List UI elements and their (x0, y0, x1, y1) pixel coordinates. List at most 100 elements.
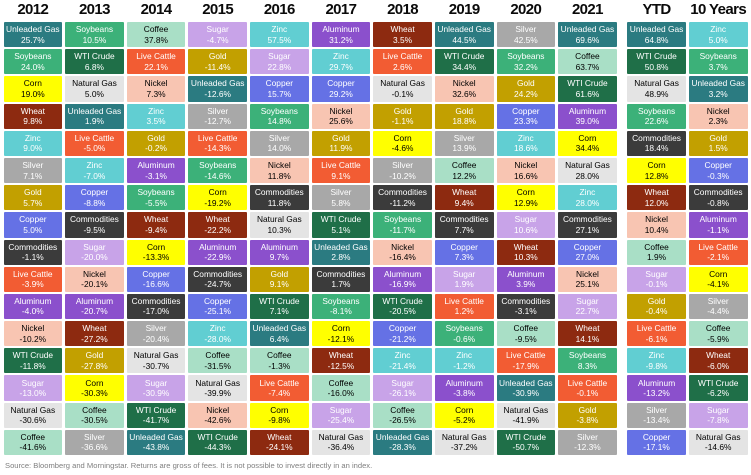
return-cell: Soybeans 14.8% (250, 103, 309, 129)
commodity-name: Live Cattle (136, 51, 176, 62)
commodity-name: Corn (85, 377, 104, 388)
return-cell: Zinc 5.0% (688, 22, 748, 48)
return-value: 7.3% (454, 252, 474, 263)
commodity-name: WTI Crude (320, 214, 362, 225)
return-value: -20.5% (389, 306, 416, 317)
column-header: 2018 (387, 1, 419, 18)
return-value: 25.1% (575, 279, 600, 290)
return-value: 7.7% (454, 224, 474, 235)
return-cell: Aluminum -22.9% (188, 239, 247, 265)
return-cell: Gold -1.1% (373, 103, 432, 129)
return-cell: Sugar -25.4% (311, 402, 371, 428)
return-cell: Silver -12.7% (188, 103, 247, 129)
year-column: 2013 Soybeans 10.5% WTI Crude 6.8% Natural Ga… (65, 0, 124, 456)
commodity-name: Silver (392, 160, 414, 171)
commodity-name: Sugar (391, 377, 414, 388)
return-cell: Nickel -20.1% (65, 266, 124, 292)
return-value: 18.6% (513, 143, 538, 154)
commodity-name: Coffee (267, 350, 292, 361)
return-cell: Commodities -1.1% (3, 239, 63, 265)
return-cell: Live Cattle 22.1% (126, 49, 186, 75)
commodity-name: Silver (576, 431, 598, 442)
return-value: 13.9% (452, 143, 477, 154)
return-cell: Zinc -7.0% (65, 157, 124, 184)
return-value: 48.9% (644, 88, 669, 99)
return-value: -43.8% (142, 442, 170, 453)
return-cell: Soybeans 10.5% (65, 22, 124, 48)
return-value: 7.1% (23, 170, 43, 181)
commodity-name: Silver (330, 187, 352, 198)
return-cell: Gold 9.1% (250, 266, 309, 292)
return-value: -42.6% (204, 415, 231, 426)
commodity-name: Copper (265, 78, 294, 89)
return-value: -10.2% (19, 333, 47, 344)
return-value: -3.1% (145, 170, 167, 181)
commodity-name: Zinc (271, 24, 288, 35)
commodity-name: Silver (207, 105, 229, 116)
return-value: 12.9% (513, 197, 538, 208)
commodity-name: Nickel (514, 160, 538, 171)
commodity-name: Corn (578, 132, 597, 143)
return-value: -16.4% (389, 252, 416, 263)
commodity-name: Unleaded Gas (629, 24, 684, 35)
return-value: -1.2% (453, 360, 476, 371)
return-value: -16.0% (327, 388, 355, 399)
return-cell: Corn 19.0% (3, 76, 63, 102)
return-value: -4.1% (707, 279, 730, 290)
column-cells: Unleaded Gas 44.5% WTI Crude 34.4% Nickel 32.… (434, 20, 494, 456)
return-value: 23.3% (513, 116, 538, 127)
return-cell: Copper 5.0% (3, 212, 63, 238)
column-header: 2017 (325, 1, 357, 18)
commodity-name: Commodities (316, 268, 366, 279)
commodity-name: Coffee (575, 51, 600, 62)
commodity-name: Corn (647, 160, 666, 171)
return-cell: Silver -12.3% (558, 429, 617, 455)
commodity-name: Zinc (710, 24, 727, 35)
return-cell: Silver -10.2% (373, 157, 432, 184)
commodity-name: Coffee (705, 323, 731, 334)
return-cell: Aluminum -3.8% (434, 375, 494, 401)
return-value: 27.1% (575, 224, 600, 235)
commodity-name: Aluminum (568, 105, 607, 116)
commodity-name: Gold (85, 350, 104, 361)
return-value: 5.7% (23, 197, 43, 208)
return-value: 9.7% (269, 252, 289, 263)
return-value: 32.6% (452, 88, 477, 99)
return-cell: Silver -4.4% (688, 293, 748, 320)
return-cell: WTI Crude 5.1% (311, 212, 371, 238)
return-cell: Coffee 1.9% (627, 239, 686, 265)
returns-grid: 2012 Unleaded Gas 25.7% Soybeans 24.0% Corn 19… (3, 0, 748, 456)
commodity-name: Unleaded Gas (129, 431, 183, 442)
return-cell: Aluminum -3.1% (126, 157, 186, 184)
commodity-name: Zinc (24, 132, 41, 143)
return-cell: Coffee 63.7% (558, 49, 617, 75)
return-cell: Live Cattle -17.9% (496, 348, 556, 374)
commodity-name: Silver (453, 132, 475, 143)
commodity-name: Nickel (329, 105, 353, 116)
return-value: 2.6% (393, 61, 413, 72)
return-cell: Wheat -22.2% (188, 212, 247, 238)
commodity-name: Unleaded Gas (375, 431, 430, 442)
return-cell: Gold -0.4% (627, 293, 686, 320)
return-cell: Copper -21.2% (373, 321, 432, 347)
return-cell: Silver 14.0% (250, 130, 309, 156)
commodity-name: Nickel (706, 105, 730, 116)
commodity-name: Zinc (86, 160, 103, 171)
return-value: -4.4% (707, 306, 730, 317)
return-cell: Copper -8.8% (65, 185, 124, 211)
return-cell: Live Cattle -0.1% (558, 375, 617, 401)
return-value: 14.1% (575, 333, 600, 344)
column-cells: Unleaded Gas 64.8% WTI Crude 50.8% Natural G… (627, 20, 686, 456)
return-value: -2.1% (707, 252, 730, 263)
return-cell: Sugar -13.0% (3, 375, 63, 401)
return-cell: Copper 15.7% (250, 76, 309, 102)
commodity-name: Soybeans (14, 51, 52, 62)
commodity-name: Live Cattle (506, 350, 546, 361)
year-column: 2020 Silver 42.5% Soybeans 32.2% Gold 24.2% Cop… (496, 0, 556, 456)
return-value: -22.2% (204, 224, 231, 235)
commodity-name: Copper (80, 187, 109, 198)
year-column: 10 Years Zinc 5.0% Soybeans 3.7% Unleaded Gas… (688, 0, 748, 456)
commodity-name: Aluminum (14, 295, 52, 306)
commodity-name: Coffee (143, 24, 169, 35)
return-cell: Live Cattle 9.1% (311, 157, 371, 184)
